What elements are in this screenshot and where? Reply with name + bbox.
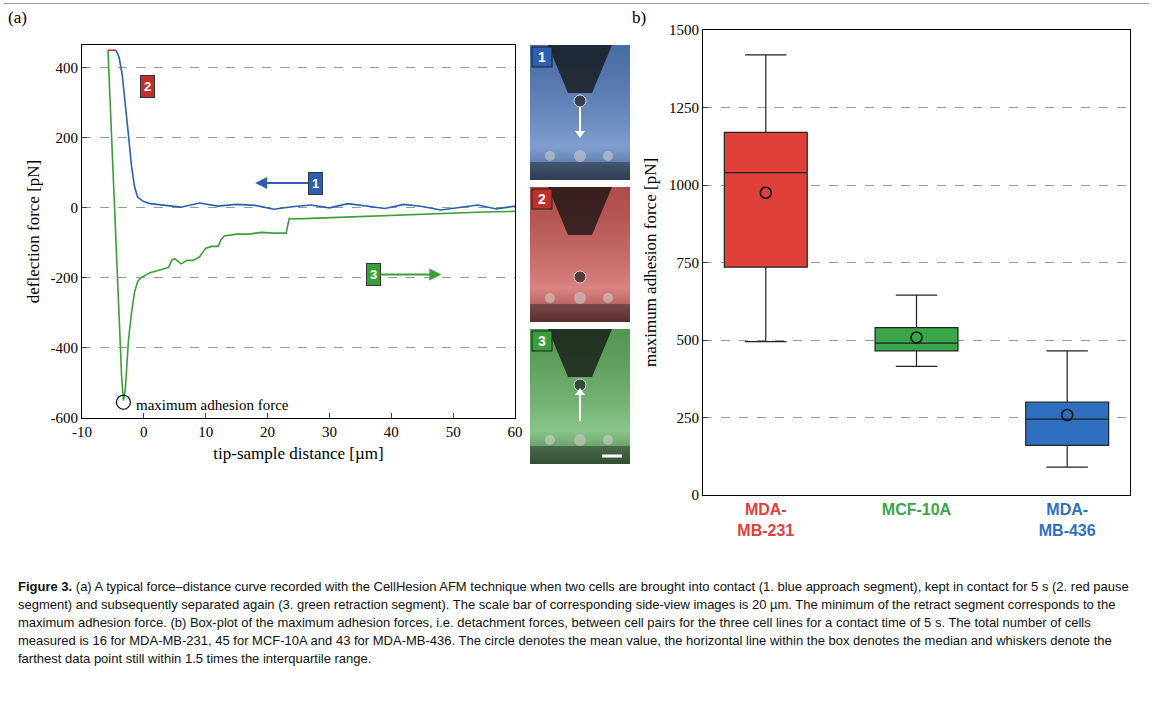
svg-text:3: 3 bbox=[538, 333, 546, 349]
svg-text:0: 0 bbox=[71, 200, 79, 216]
svg-text:500: 500 bbox=[677, 332, 700, 348]
svg-text:0: 0 bbox=[140, 424, 148, 440]
svg-text:60: 60 bbox=[508, 424, 523, 440]
svg-text:1250: 1250 bbox=[669, 100, 699, 116]
svg-text:20: 20 bbox=[260, 424, 275, 440]
svg-text:-10: -10 bbox=[72, 424, 92, 440]
svg-text:-600: -600 bbox=[51, 410, 79, 426]
svg-text:tip-sample distance [µm]: tip-sample distance [µm] bbox=[213, 444, 383, 463]
svg-text:200: 200 bbox=[56, 130, 79, 146]
svg-text:0: 0 bbox=[692, 487, 700, 503]
svg-text:50: 50 bbox=[446, 424, 461, 440]
svg-text:750: 750 bbox=[677, 255, 700, 271]
svg-text:250: 250 bbox=[677, 410, 700, 426]
svg-text:-400: -400 bbox=[51, 340, 79, 356]
svg-text:1500: 1500 bbox=[669, 22, 699, 38]
svg-text:MDA-MB-436: MDA-MB-436 bbox=[1039, 501, 1096, 539]
svg-text:40: 40 bbox=[384, 424, 399, 440]
svg-text:MDA-MB-231: MDA-MB-231 bbox=[737, 501, 794, 539]
svg-text:maximum adhesion force [pN]: maximum adhesion force [pN] bbox=[641, 158, 660, 367]
svg-text:30: 30 bbox=[322, 424, 337, 440]
svg-text:1: 1 bbox=[538, 49, 546, 65]
svg-text:3: 3 bbox=[370, 267, 377, 282]
html-text:Figure 3. (a) A typical force–: Figure 3. (a) A typical force–distance c… bbox=[18, 579, 1129, 666]
svg-text:1: 1 bbox=[312, 176, 319, 191]
svg-text:10: 10 bbox=[198, 424, 213, 440]
svg-text:deflection force [pN]: deflection force [pN] bbox=[24, 160, 43, 303]
svg-text:2: 2 bbox=[144, 79, 151, 94]
svg-text:1000: 1000 bbox=[669, 177, 699, 193]
svg-text:400: 400 bbox=[56, 60, 79, 76]
html-text:(a): (a) bbox=[8, 8, 27, 27]
html-text:b): b) bbox=[632, 8, 647, 27]
svg-text:maximum adhesion force: maximum adhesion force bbox=[136, 397, 289, 413]
svg-text:MCF-10A: MCF-10A bbox=[882, 501, 952, 518]
svg-text:2: 2 bbox=[538, 191, 546, 207]
svg-text:-200: -200 bbox=[51, 270, 79, 286]
